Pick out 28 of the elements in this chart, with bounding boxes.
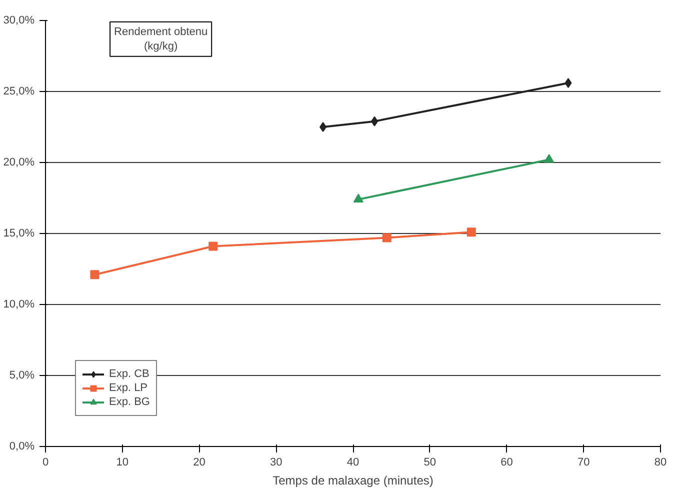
x-tick-label: 80 [654,456,667,468]
y-tick-label: 0,0% [9,440,35,452]
point [564,78,572,88]
y-tick-label: 10,0% [3,298,35,310]
point [208,242,218,251]
point [90,270,100,280]
x-tick-label: 60 [500,456,513,468]
y-tick-label: 15,0% [3,228,35,240]
x-tick-label: 10 [116,456,129,468]
point [320,122,327,132]
point [371,116,378,126]
point [466,228,476,237]
x-tick-label: 0 [42,456,49,468]
legend-label: Exp. LP [109,381,148,395]
x-axis-title: Temps de malaxage (minutes) [272,474,434,488]
x-tick-label: 40 [346,456,360,468]
y-tick-label: 25,0% [3,86,35,98]
y-tick-label: 20,0% [3,156,35,168]
x-tick-label: 50 [424,456,436,468]
y-tick-label: 5,0% [9,370,35,382]
legend-label: Exp. BG [109,395,150,409]
legend-label: Exp. CB [109,367,150,381]
point [382,233,392,242]
y-axis-title: Rendement obtenu (kg/kg) [114,26,208,52]
x-tick-label: 70 [578,456,590,468]
y-tick-label: 30,0% [3,14,35,26]
x-tick-label: 20 [193,456,206,468]
x-tick-label: 30 [270,456,282,468]
